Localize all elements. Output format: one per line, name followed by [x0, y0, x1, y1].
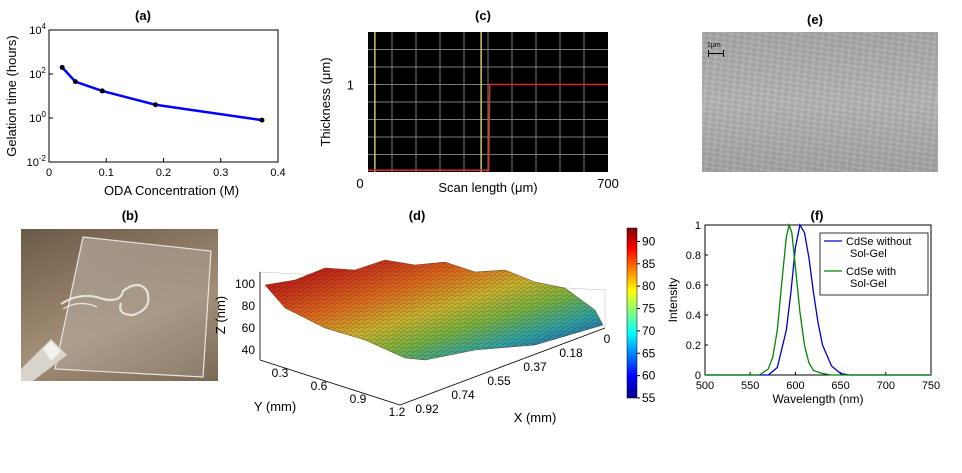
chart-d: 40 60 80 100 Z (nm) 0.3 0.6 0.9 1.2 Y (mm) 0.92 0.7…: [213, 227, 656, 425]
colorbar-tick-label: 60: [642, 369, 656, 383]
panel-c-label: (c): [475, 8, 491, 23]
scale-bar-tick: [708, 50, 709, 57]
z-tick-label: 80: [242, 299, 256, 313]
y-axis-label: Gelation time (hours): [4, 35, 19, 156]
x-tick-label: 650: [831, 380, 849, 392]
scale-bar-tick: [723, 50, 724, 57]
y-tick-label: 1: [695, 220, 701, 232]
colorbar-tick-label: 55: [642, 391, 656, 405]
z-tick-label: 40: [242, 343, 256, 357]
y-tick-label: 104: [29, 22, 46, 37]
panel-e-label: (e): [807, 12, 823, 27]
y-tick-label: 0.8: [686, 250, 701, 262]
y-tick-label: 0.9: [350, 392, 367, 406]
y-axis-label: Thickness (μm): [318, 57, 333, 146]
colorbar-tick-label: 70: [642, 324, 656, 338]
x-axis-label: Wavelength (nm): [773, 392, 864, 406]
x-tick-label: 0.92: [415, 402, 439, 416]
data-point: [259, 117, 265, 123]
x-axis-label: ODA Concentration (M): [104, 183, 239, 198]
x-tick-label: 0.2: [156, 167, 171, 179]
x-tick-label: 0.74: [451, 388, 475, 402]
colorbar-tick-label: 75: [642, 302, 656, 316]
series-line: [368, 83, 608, 171]
y-tick-label: 102: [29, 66, 46, 81]
legend-label: Sol-Gel: [850, 248, 887, 260]
series-line: [705, 223, 931, 376]
y-axis-line: [259, 359, 401, 406]
x-axis-label: X (mm): [514, 410, 557, 425]
film-trace: [60, 283, 150, 317]
x-tick-label: 700: [597, 176, 619, 191]
x-axis-label: Scan length (μm): [438, 180, 537, 195]
panel-b-label: (b): [121, 208, 139, 223]
x-tick-label: 0.37: [523, 360, 547, 374]
glass-slide: [54, 236, 212, 378]
data-point: [59, 64, 65, 70]
y-tick-label: 0: [695, 370, 701, 382]
colorbar-tick-label: 65: [642, 346, 656, 360]
colorbar-tick-label: 85: [642, 257, 656, 271]
legend-box: [819, 232, 929, 296]
x-tick-label: 0.55: [487, 374, 511, 388]
y-tick-label: 1: [347, 78, 354, 93]
y-tick-label: 100: [29, 110, 46, 125]
legend-label: Sol-Gel: [850, 278, 887, 290]
y-axis-label: Y (mm): [254, 399, 296, 414]
x-tick-label: 0.18: [559, 346, 583, 360]
sample-photo: [21, 229, 218, 381]
colorbar: [626, 227, 638, 399]
x-tick-label: 0: [46, 167, 52, 179]
y-tick-label: 0.6: [311, 379, 328, 393]
panel-d-label: (d): [408, 208, 426, 223]
y-tick-label: 0.3: [272, 366, 289, 380]
chart-c: 0 700 1 Scan length (μm) Thickness (μm): [318, 32, 619, 195]
x-tick-label: 500: [696, 380, 714, 392]
legend-label: CdSe with: [846, 266, 896, 278]
scale-bar-label: 1μm: [707, 42, 721, 49]
z-tick-label: 100: [235, 277, 255, 291]
y-tick-label: 0.6: [686, 280, 701, 292]
x-tick-label: 700: [877, 380, 895, 392]
z-axis-label: Z (nm): [213, 296, 228, 334]
legend-label: CdSe without: [846, 236, 911, 248]
surface-texture: [265, 260, 603, 360]
y-tick-label: 0.2: [686, 340, 701, 352]
x-tick-label: 0.3: [213, 167, 228, 179]
sem-image: 1μm: [702, 32, 938, 172]
chart-a: 0 0.1 0.2 0.3 0.4 10-2 100 102 104 ODA Concentrat…: [4, 22, 286, 198]
data-point: [72, 79, 78, 85]
colorbar-tick-label: 80: [642, 279, 656, 293]
chart-f: 500 550 600 650 700 750 0 0.2 0.4 0.6 0.8 1 Waveleng…: [666, 220, 940, 406]
colorbar-tick-label: 90: [642, 234, 656, 248]
panel-a-label: (a): [135, 8, 151, 23]
x-tick-label: 750: [922, 380, 940, 392]
plot-frame: [48, 29, 279, 163]
x-axis-line: [399, 327, 606, 406]
y-tick-label: 1.2: [389, 405, 406, 419]
x-tick-label: 0: [356, 176, 363, 191]
x-tick-label: 0: [604, 332, 611, 346]
x-tick-label: 0.1: [99, 167, 114, 179]
x-tick-label: 600: [786, 380, 804, 392]
panel-f-label: (f): [810, 208, 824, 223]
data-point: [152, 102, 158, 108]
series-line: [705, 222, 931, 376]
y-tick-label: 0.4: [686, 310, 701, 322]
y-axis-label: Intensity: [666, 278, 680, 323]
x-tick-label: 0.4: [270, 167, 285, 179]
sample-photo-drawing: [21, 236, 212, 381]
y-tick-label: 10-2: [27, 154, 47, 169]
z-tick-label: 60: [242, 321, 256, 335]
x-tick-label: 550: [741, 380, 759, 392]
scale-bar: [708, 53, 724, 54]
data-point: [99, 88, 105, 94]
